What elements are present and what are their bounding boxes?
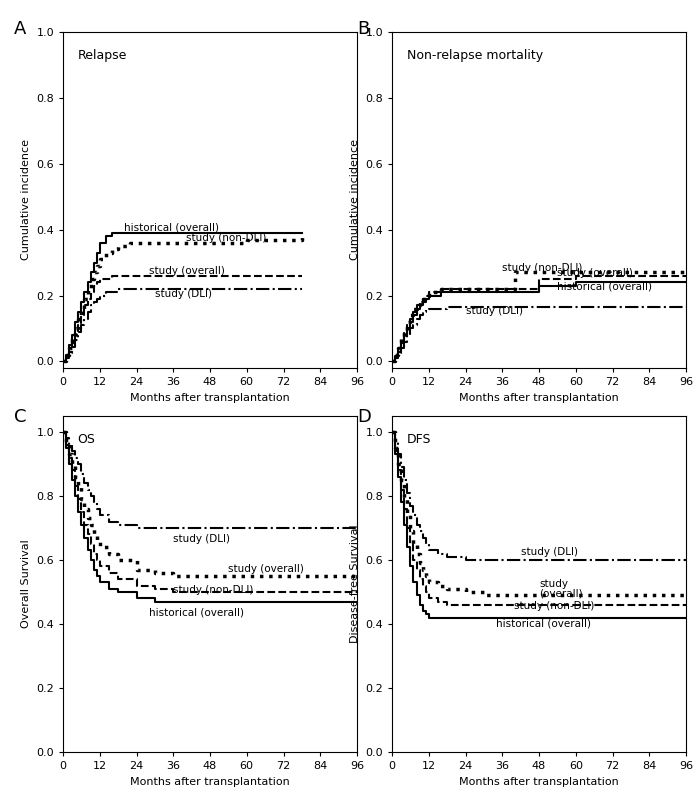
Text: historical (overall): historical (overall) <box>125 223 219 233</box>
Text: historical (overall): historical (overall) <box>557 282 652 291</box>
Text: study: study <box>539 579 568 589</box>
Text: DFS: DFS <box>407 433 431 446</box>
X-axis label: Months after transplantation: Months after transplantation <box>130 393 290 402</box>
Y-axis label: Overall Survival: Overall Survival <box>21 540 31 628</box>
Text: study (non-DLI): study (non-DLI) <box>503 262 582 273</box>
Text: study (DLI): study (DLI) <box>174 534 230 544</box>
Text: study (DLI): study (DLI) <box>466 306 522 316</box>
Text: study (DLI): study (DLI) <box>155 289 212 299</box>
Text: study (DLI): study (DLI) <box>521 547 577 557</box>
Y-axis label: Disease-free Survival: Disease-free Survival <box>350 525 360 643</box>
Text: Relapse: Relapse <box>78 49 127 62</box>
Text: D: D <box>357 408 371 426</box>
Text: study (non-DLI): study (non-DLI) <box>186 233 266 243</box>
Text: C: C <box>14 408 27 426</box>
Text: study (non-DLI): study (non-DLI) <box>174 586 253 595</box>
X-axis label: Months after transplantation: Months after transplantation <box>130 777 290 786</box>
Text: historical (overall): historical (overall) <box>496 619 591 629</box>
Text: study (non-DLI): study (non-DLI) <box>514 602 595 611</box>
Text: study (overall): study (overall) <box>148 266 225 276</box>
Text: study (overall): study (overall) <box>228 564 304 574</box>
Text: B: B <box>357 20 370 38</box>
Text: historical (overall): historical (overall) <box>148 608 244 618</box>
Text: study (overall): study (overall) <box>557 268 634 278</box>
X-axis label: Months after transplantation: Months after transplantation <box>459 393 619 402</box>
Text: OS: OS <box>78 433 96 446</box>
Text: A: A <box>14 20 27 38</box>
Text: Non-relapse mortality: Non-relapse mortality <box>407 49 542 62</box>
Y-axis label: Cumulative incidence: Cumulative incidence <box>21 139 31 261</box>
Text: (overall): (overall) <box>539 589 582 598</box>
X-axis label: Months after transplantation: Months after transplantation <box>459 777 619 786</box>
Y-axis label: Cumulative incidence: Cumulative incidence <box>350 139 360 261</box>
